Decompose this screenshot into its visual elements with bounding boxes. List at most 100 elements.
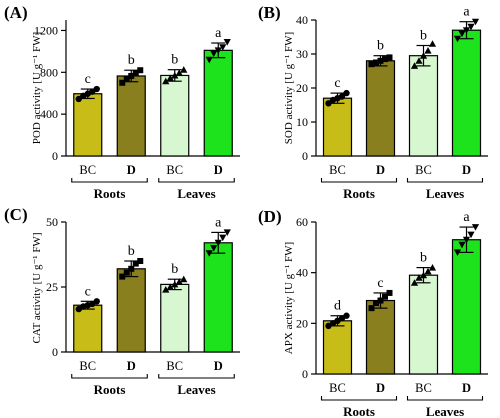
data-point (471, 18, 480, 26)
data-point (223, 229, 231, 236)
data-point (467, 23, 475, 31)
data-point (415, 57, 423, 64)
data-point (214, 47, 222, 54)
data-point (415, 274, 423, 281)
data-point (419, 52, 428, 59)
x-tick-label: D (214, 359, 223, 373)
y-tick-label: 30 (296, 47, 308, 61)
y-axis-label: APX activity [U g⁻¹ FW] (283, 242, 295, 354)
y-tick-label: 60 (296, 215, 308, 229)
significance-letter: b (420, 251, 427, 266)
data-point (386, 289, 393, 296)
y-tick-label: 40 (296, 266, 308, 280)
data-point (410, 279, 419, 286)
data-point (137, 258, 144, 264)
bar (73, 304, 103, 353)
bar (408, 274, 439, 375)
data-point (338, 93, 346, 100)
panel-label: (A) (4, 3, 28, 22)
data-point (175, 278, 183, 285)
data-point (428, 40, 437, 47)
data-point (368, 61, 375, 68)
chart-panel-1: (A)POD activity [U g⁻¹ FW] 0 400 800 1200 c BC… (4, 3, 240, 201)
data-point (162, 286, 170, 293)
x-tick-label: BC (79, 163, 96, 177)
x-tick-label: BC (329, 163, 346, 177)
x-tick-label: D (214, 163, 223, 177)
data-point (132, 70, 139, 77)
x-tick-label: BC (415, 381, 432, 395)
data-point (205, 250, 213, 257)
y-tick-label: 25 (46, 280, 58, 294)
data-point (175, 69, 183, 76)
bar (365, 60, 396, 157)
group-label: Leaves (426, 404, 464, 418)
data-point (219, 44, 227, 51)
chart-panel-4: (D) APX activity [U g⁻¹ FW] 0 20 40 60 d BC c Db B… (258, 207, 488, 418)
data-point (171, 280, 179, 288)
data-point (368, 305, 375, 312)
data-point (377, 297, 384, 304)
group-label: Leaves (177, 186, 215, 201)
y-axis-label: CAT activity [U g⁻¹ FW] (31, 233, 43, 344)
group-bracket (320, 396, 398, 401)
significance-letter: c (377, 276, 383, 291)
panel-label: (C) (4, 205, 28, 224)
bar (160, 283, 190, 353)
significance-letter: b (171, 262, 178, 277)
bar (451, 239, 482, 375)
data-point (223, 38, 231, 46)
data-point (410, 62, 419, 69)
data-point (325, 100, 332, 107)
data-point (132, 260, 139, 267)
significance-letter: b (171, 53, 178, 68)
y-tick-label: 0 (302, 367, 308, 381)
data-point (128, 72, 135, 79)
data-point (428, 264, 437, 271)
y-tick-label: 800 (40, 65, 58, 79)
y-tick-label: 400 (40, 107, 58, 121)
data-point (210, 50, 218, 58)
panel-label: (B) (258, 3, 281, 22)
x-tick-label: D (127, 359, 136, 373)
data-point (180, 275, 188, 283)
data-point (462, 236, 471, 244)
x-tick-label: BC (166, 163, 183, 177)
significance-letter: b (128, 244, 135, 259)
group-label: Roots (343, 186, 375, 201)
data-point (467, 231, 475, 239)
data-point (93, 298, 100, 305)
data-point (214, 239, 222, 247)
x-tick-label: BC (166, 359, 183, 373)
group-label: Roots (94, 186, 126, 201)
significance-letter: b (377, 39, 384, 54)
significance-letter: d (334, 299, 341, 314)
data-point (424, 267, 432, 275)
data-point (119, 79, 126, 86)
group-bracket (406, 396, 484, 401)
group-label: Leaves (177, 382, 215, 397)
y-axis-label: POD activity [U g⁻¹ FW] (31, 32, 43, 144)
data-point (180, 66, 188, 73)
data-point (75, 95, 82, 103)
data-point (382, 56, 388, 63)
data-point (424, 47, 432, 54)
bar (451, 29, 482, 157)
x-tick-label: D (127, 163, 136, 177)
significance-letter: b (128, 53, 135, 68)
y-tick-label: 0 (52, 345, 58, 359)
data-point (462, 27, 471, 34)
chart-panel-2: (B)SOD activity [U g⁻¹ FW] 0 10 20 30 40 c BC b D… (258, 3, 488, 201)
x-tick-label: D (462, 381, 471, 395)
significance-letter: c (334, 76, 340, 91)
x-tick-label: BC (415, 163, 432, 177)
group-label: Roots (94, 382, 126, 397)
data-point (471, 224, 480, 231)
bar (322, 320, 353, 375)
group-bracket (406, 178, 484, 183)
data-point (373, 300, 379, 307)
bar (116, 268, 146, 353)
data-point (123, 75, 130, 82)
group-label: Leaves (426, 186, 464, 201)
